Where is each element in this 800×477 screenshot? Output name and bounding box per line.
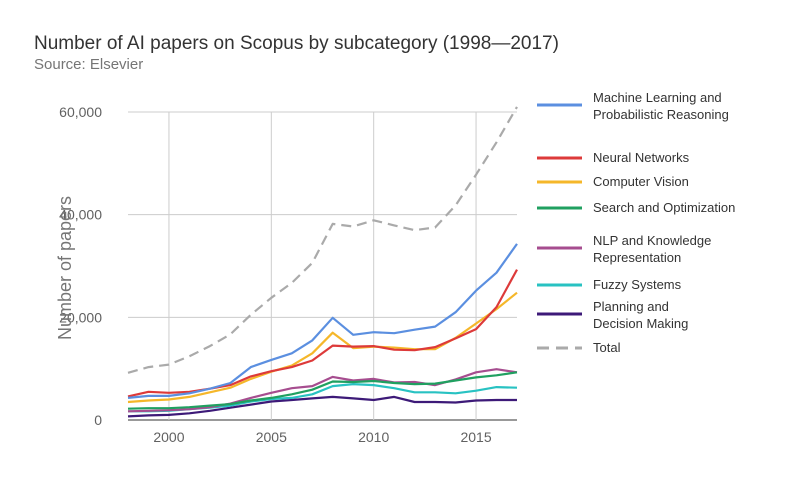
legend-label-7: Total	[593, 340, 621, 355]
series-line-3	[127, 371, 518, 410]
y-axis-label: Number of papers	[55, 196, 75, 340]
chart-title: Number of AI papers on Scopus by subcate…	[34, 33, 559, 54]
y-tick-label: 20,000	[59, 309, 102, 325]
y-tick-label: 60,000	[59, 104, 102, 120]
series-lines	[127, 106, 518, 418]
series-line-7	[127, 106, 518, 374]
legend-label-4: Representation	[593, 250, 681, 265]
legend-label-1: Neural Networks	[593, 150, 690, 165]
x-tick-label: 2000	[153, 429, 184, 445]
x-axis-ticks: 2000 2005 2010 2015	[153, 429, 491, 445]
y-tick-label: 0	[94, 412, 102, 428]
x-tick-label: 2005	[256, 429, 287, 445]
legend-label-0: Probabilistic Reasoning	[593, 107, 729, 122]
legend-label-3: Search and Optimization	[593, 200, 735, 215]
x-tick-label: 2015	[460, 429, 491, 445]
legend-label-5: Fuzzy Systems	[593, 277, 682, 292]
grid-lines	[128, 111, 517, 421]
series-line-0	[127, 243, 518, 399]
legend: Machine Learning and Probabilistic Reason…	[537, 90, 735, 355]
legend-label-0: Machine Learning and	[593, 90, 722, 105]
legend-label-6: Planning and	[593, 299, 669, 314]
legend-label-6: Decision Making	[593, 316, 688, 331]
legend-label-2: Computer Vision	[593, 174, 689, 189]
series-line-6	[127, 395, 517, 418]
y-axis-ticks: 0 20,000 40,000 60,000	[59, 104, 102, 428]
series-line-1	[127, 269, 518, 398]
legend-label-4: NLP and Knowledge	[593, 233, 711, 248]
x-tick-label: 2010	[358, 429, 389, 445]
y-tick-label: 40,000	[59, 207, 102, 223]
chart-subtitle: Source: Elsevier	[34, 56, 144, 73]
